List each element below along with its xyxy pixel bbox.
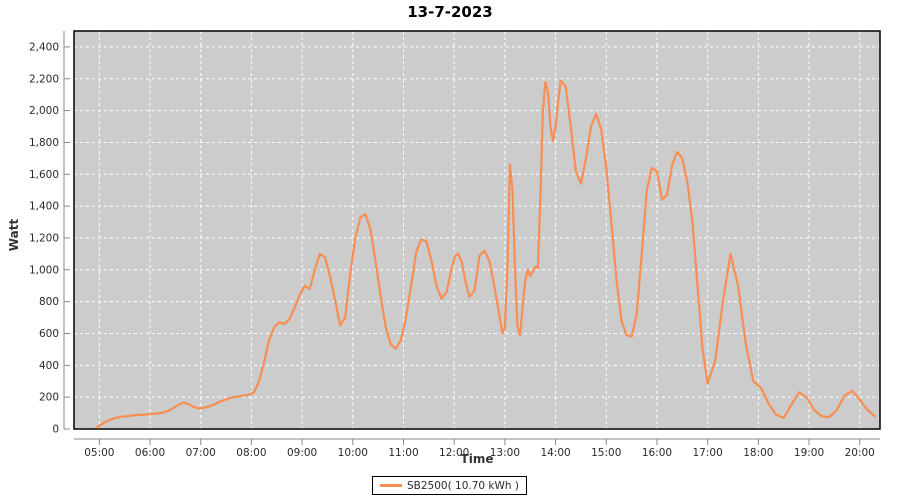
y-tick-label: 2,200	[29, 73, 59, 85]
y-axis-title: Watt	[7, 219, 21, 252]
y-tick-label: 1,800	[29, 137, 59, 149]
data-series-sb2500	[95, 79, 877, 429]
x-tick-label: 16:00	[642, 447, 672, 459]
gridlines	[74, 31, 880, 429]
legend-label-sb2500: SB2500( 10.70 kWh )	[407, 479, 519, 492]
x-tick-label: 19:00	[794, 447, 824, 459]
x-axis-title: Time	[461, 452, 494, 466]
y-tick-label: 200	[39, 392, 59, 404]
x-tick-label: 14:00	[540, 447, 570, 459]
x-tick-label: 05:00	[84, 447, 114, 459]
y-tick-label: 2,400	[29, 41, 59, 53]
x-axis-ticks: 05:00 06:00 07:00 08:00 09:00 10:00 11:00 12:00…	[84, 439, 875, 459]
chart-title: 13-7-2023	[407, 3, 493, 21]
x-tick-label: 08:00	[236, 447, 266, 459]
x-tick-label: 10:00	[338, 447, 368, 459]
y-tick-label: 800	[39, 296, 59, 308]
x-tick-label: 17:00	[693, 447, 723, 459]
y-tick-label: 600	[39, 328, 59, 340]
plot-background	[74, 31, 880, 429]
x-tick-label: 20:00	[845, 447, 875, 459]
x-tick-label: 11:00	[388, 447, 418, 459]
x-tick-label: 13:00	[490, 447, 520, 459]
chart-legend[interactable]: SB2500( 10.70 kWh )	[372, 476, 527, 495]
y-tick-label: 1,600	[29, 169, 59, 181]
x-tick-label: 15:00	[591, 447, 621, 459]
y-tick-label: 2,000	[29, 105, 59, 117]
y-tick-label: 1,200	[29, 232, 59, 244]
x-tick-label: 09:00	[287, 447, 317, 459]
x-tick-label: 07:00	[186, 447, 216, 459]
y-tick-label: 1,400	[29, 201, 59, 213]
legend-color-swatch	[380, 484, 402, 487]
x-tick-label: 18:00	[743, 447, 773, 459]
y-tick-label: 1,000	[29, 264, 59, 276]
y-tick-label: 400	[39, 360, 59, 372]
x-tick-label: 12:00	[439, 447, 469, 459]
plot-frame	[73, 30, 881, 430]
y-tick-label: 0	[52, 424, 59, 436]
y-axis-ticks: 0 200 400 600 800 1,000 1,200 1,400 1,600 1,800 2,…	[29, 41, 70, 436]
x-tick-label: 06:00	[135, 447, 165, 459]
